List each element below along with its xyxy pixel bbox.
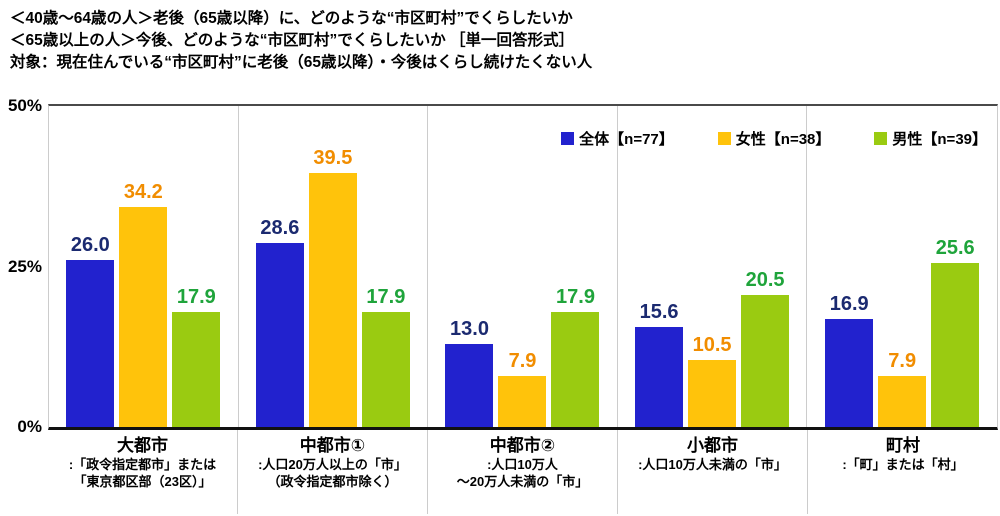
y-axis-tick-label: 0% (17, 417, 42, 436)
bar-value-label: 10.5 (692, 333, 732, 356)
bar-group-column: 17.9 (361, 106, 410, 427)
title-line-3: 対象：現在住んでいる“市区町村”に老後（65歳以降）・今後はくらし続けたくない人 (10, 54, 593, 71)
legend: 全体【n=77】 女性【n=38】 男性【n=39】 (561, 128, 987, 149)
bar-value-label: 26.0 (70, 234, 110, 257)
category-description-line: :人口10万人 (487, 457, 558, 472)
bar-value-label: 28.6 (260, 217, 300, 240)
y-axis: 0% 25% 50% (0, 0, 44, 516)
title-line-2: ＜65歳以上の人＞今後、どのような“市区町村”でくらしたいか ［単一回答形式］ (10, 32, 575, 49)
category-description-line: 「東京都区部（23区）」 (73, 474, 212, 489)
bar-value-label: 13.0 (450, 317, 489, 340)
legend-label: 男性【n=39】 (892, 131, 987, 148)
bar-value-label: 17.9 (366, 286, 406, 309)
bar-group-column: 17.9 (551, 106, 600, 427)
bar (119, 207, 168, 427)
title-line-1: ＜40歳～64歳の人＞老後（65歳以降）に、どのような“市区町村”でくらしたいか (10, 10, 573, 27)
category-description-line: （政令指定都市除く） (267, 474, 398, 489)
category-name: 町村 (886, 436, 920, 455)
bar-group-column: 7.9 (498, 106, 547, 427)
bar (172, 312, 221, 427)
bar-group-column: 10.5 (688, 106, 737, 427)
bar (635, 326, 684, 427)
category-name: 中都市① (299, 436, 366, 455)
bar-value-label: 17.9 (556, 286, 595, 309)
bar-group-column: 25.6 (931, 106, 980, 427)
bar-group-column: 7.9 (878, 106, 927, 427)
bar (66, 260, 115, 427)
bar-value-label: 34.2 (123, 181, 163, 204)
category-panel: 13.0 7.9 17.9 (428, 106, 618, 427)
y-axis-tick-label: 25% (7, 256, 42, 276)
legend-swatch-icon (561, 132, 575, 145)
bar (498, 376, 547, 427)
bar-group-column: 16.9 (825, 106, 874, 427)
x-axis-category-labels: 大都市 :「政令指定都市」または 「東京都区部（23区）」 中都市① :人口20万人以上… (48, 430, 998, 514)
category-name: 大都市 (117, 436, 168, 455)
category-panel: 26.0 34.2 17.9 (49, 106, 239, 427)
bar (255, 243, 304, 427)
legend-swatch-icon (717, 132, 731, 145)
category-panel: 28.6 39.5 17.9 (239, 106, 429, 427)
chart-title: ＜40歳～64歳の人＞老後（65歳以降）に、どのような“市区町村”でくらしたいか… (10, 8, 592, 74)
bar-group-column: 17.9 (172, 106, 221, 427)
bar-value-label: 20.5 (745, 269, 785, 292)
bar-value-label: 7.9 (508, 350, 537, 373)
category-label-cell: 町村 :「町」または「村」 (808, 430, 998, 514)
bar (741, 295, 790, 427)
plot-area: 全体【n=77】 女性【n=38】 男性【n=39】 26.0 34.2 17.9 28.… (48, 104, 998, 430)
bar-group-column: 13.0 (445, 106, 494, 427)
legend-item: 女性【n=38】 (717, 128, 831, 149)
bar (551, 312, 600, 427)
category-description-line: :人口10万人未満の「市」 (638, 457, 787, 472)
bar (445, 343, 494, 427)
bar-group-column: 20.5 (741, 106, 790, 427)
bar-value-label: 7.9 (888, 350, 917, 373)
bar-value-label: 15.6 (639, 300, 679, 323)
y-axis-tick-label: 50% (7, 96, 42, 115)
bar-group-column: 34.2 (119, 106, 168, 427)
category-label-cell: 中都市② :人口10万人 ～20万人未満の「市」 (428, 430, 618, 514)
category-name: 小都市 (687, 436, 738, 455)
category-label-cell: 中都市① :人口20万人以上の「市」 （政令指定都市除く） (238, 430, 428, 514)
bar (825, 318, 874, 427)
category-name: 中都市② (489, 436, 556, 455)
bar (308, 173, 357, 427)
legend-swatch-icon (874, 132, 888, 145)
category-panel: 15.6 10.5 20.5 (618, 106, 808, 427)
bar-value-label: 16.9 (829, 292, 869, 315)
category-description-line: ～20万人未満の「市」 (456, 474, 589, 489)
legend-item: 男性【n=39】 (874, 128, 987, 149)
bar (931, 262, 980, 427)
category-panel: 16.9 7.9 25.6 (807, 106, 997, 427)
bar-group-column: 26.0 (66, 106, 115, 427)
bar-group-column: 39.5 (308, 106, 357, 427)
bar-value-label: 39.5 (313, 147, 353, 170)
category-description-line: :人口20万人以上の「市」 (258, 457, 407, 472)
bar-value-label: 17.9 (176, 286, 216, 309)
category-label-cell: 小都市 :人口10万人未満の「市」 (618, 430, 808, 514)
bar-group-column: 28.6 (255, 106, 304, 427)
category-description-line: :「政令指定都市」または (68, 457, 217, 472)
bar (688, 359, 737, 427)
bar-group-column: 15.6 (635, 106, 684, 427)
bar (878, 376, 927, 427)
bar (361, 312, 410, 427)
category-label-cell: 大都市 :「政令指定都市」または 「東京都区部（23区）」 (48, 430, 238, 514)
legend-item: 全体【n=77】 (561, 128, 674, 149)
bar-value-label: 25.6 (935, 236, 975, 259)
legend-label: 女性【n=38】 (735, 131, 831, 148)
category-description-line: :「町」または「村」 (842, 457, 964, 472)
legend-label: 全体【n=77】 (579, 131, 674, 148)
